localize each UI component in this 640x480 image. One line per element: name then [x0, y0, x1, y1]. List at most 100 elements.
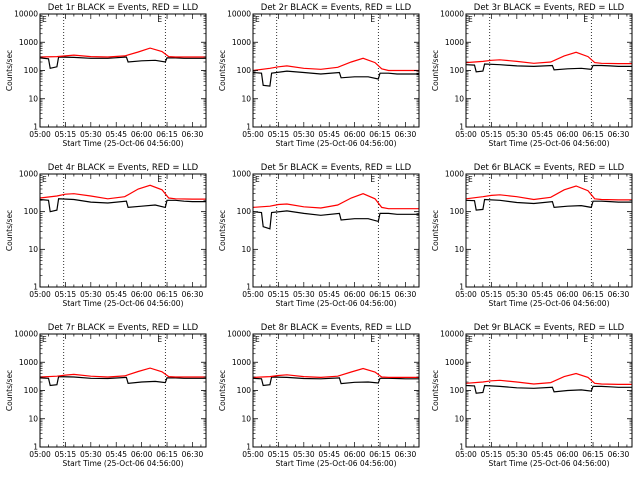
x-tick-label: 06:15 — [156, 130, 178, 139]
y-tick-label: 10 — [241, 245, 251, 254]
chart-title: Det 6r BLACK = Events, RED = LLD — [474, 163, 625, 173]
series-lld-line — [252, 57, 419, 72]
y-tick-label: 1 — [246, 443, 251, 452]
corner-label: E — [583, 335, 588, 344]
x-tick-label: 05:15 — [481, 290, 503, 299]
x-tick-label: 05:00 — [455, 130, 477, 139]
series-events-line — [465, 198, 632, 211]
x-tick-label: 06:15 — [369, 130, 391, 139]
x-tick-label: 06:15 — [369, 450, 391, 459]
series-events-line — [252, 210, 419, 230]
x-tick-label: 06:30 — [182, 450, 204, 459]
x-tick-label: 06:30 — [395, 450, 417, 459]
corner-label: E — [157, 175, 162, 184]
y-tick-label: 10000 — [440, 330, 464, 339]
x-tick-label: 05:30 — [506, 130, 528, 139]
x-tick-label: 05:30 — [293, 130, 315, 139]
y-axis-label: Counts/sec — [218, 50, 227, 91]
x-tick-label: 06:00 — [131, 130, 153, 139]
y-axis-label: Counts/sec — [431, 50, 440, 91]
x-axis-label: Start Time (25-Oct-06 04:56:00) — [488, 139, 609, 148]
x-tick-label: 05:15 — [268, 450, 290, 459]
series-lld-line — [465, 185, 632, 201]
x-tick-label: 06:15 — [369, 290, 391, 299]
x-tick-label: 05:00 — [29, 450, 51, 459]
corner-label: E — [255, 335, 260, 344]
y-tick-label: 100 — [450, 66, 465, 75]
series-events-line — [465, 63, 632, 73]
chart-title: Det 1r BLACK = Events, RED = LLD — [48, 3, 199, 13]
y-tick-label: 1 — [459, 123, 464, 132]
series-events-line — [39, 198, 206, 213]
x-tick-label: 05:45 — [105, 450, 127, 459]
x-tick-label: 06:30 — [608, 130, 630, 139]
y-tick-label: 1 — [246, 283, 251, 292]
series-events-line — [252, 70, 419, 87]
plot-frame — [39, 13, 207, 128]
y-tick-label: 100 — [237, 207, 252, 216]
y-tick-label: 100 — [24, 207, 39, 216]
corner-label: E — [468, 175, 473, 184]
series-lld-line — [252, 193, 419, 210]
y-axis-label: Counts/sec — [218, 370, 227, 411]
x-tick-label: 05:00 — [455, 290, 477, 299]
plot-frame — [39, 333, 207, 448]
x-tick-label: 05:15 — [268, 130, 290, 139]
y-tick-label: 10 — [28, 245, 38, 254]
corner-label: E — [370, 175, 375, 184]
y-tick-label: 10 — [28, 414, 38, 423]
x-tick-label: 05:45 — [318, 290, 340, 299]
x-tick-label: 05:15 — [481, 130, 503, 139]
corner-label: E — [370, 335, 375, 344]
x-tick-label: 05:15 — [55, 450, 77, 459]
x-tick-label: 05:45 — [318, 130, 340, 139]
y-axis-label: Counts/sec — [431, 210, 440, 251]
x-tick-label: 05:30 — [506, 290, 528, 299]
chart-title: Det 2r BLACK = Events, RED = LLD — [261, 3, 412, 13]
y-tick-label: 1 — [33, 283, 38, 292]
y-tick-label: 10 — [241, 414, 251, 423]
x-tick-label: 05:00 — [29, 130, 51, 139]
series-lld-line — [39, 47, 206, 58]
plot-frame — [39, 173, 207, 288]
y-tick-label: 1000 — [232, 358, 251, 367]
series-events-line — [465, 384, 632, 394]
x-tick-label: 05:30 — [80, 450, 102, 459]
corner-label: E — [468, 335, 473, 344]
corner-label: E — [255, 15, 260, 24]
x-tick-label: 05:45 — [318, 450, 340, 459]
plot-frame — [465, 13, 633, 128]
y-tick-label: 10000 — [227, 330, 251, 339]
series-lld-line — [39, 184, 206, 200]
y-tick-label: 100 — [450, 386, 465, 395]
series-lld-line — [465, 372, 632, 386]
y-tick-label: 10000 — [14, 330, 38, 339]
x-tick-label: 06:30 — [395, 130, 417, 139]
y-tick-label: 10 — [454, 94, 464, 103]
series-events-line — [252, 376, 419, 387]
x-tick-label: 06:00 — [344, 450, 366, 459]
chart-title: Det 7r BLACK = Events, RED = LLD — [48, 323, 199, 333]
y-axis-label: Counts/sec — [431, 370, 440, 411]
x-tick-label: 06:30 — [395, 290, 417, 299]
series-lld-line — [39, 367, 206, 378]
plot-frame — [465, 173, 633, 288]
x-axis-label: Start Time (25-Oct-06 04:56:00) — [275, 459, 396, 468]
y-tick-label: 10 — [454, 414, 464, 423]
x-tick-label: 05:15 — [268, 290, 290, 299]
x-tick-label: 05:45 — [531, 130, 553, 139]
y-axis-label: Counts/sec — [5, 50, 14, 91]
corner-label: E — [583, 15, 588, 24]
y-tick-label: 1 — [246, 123, 251, 132]
x-tick-label: 05:00 — [455, 450, 477, 459]
y-tick-label: 100 — [24, 386, 39, 395]
x-tick-label: 05:15 — [481, 450, 503, 459]
corner-label: E — [583, 175, 588, 184]
x-tick-label: 06:00 — [557, 130, 579, 139]
series-lld-line — [252, 367, 419, 379]
corner-label: E — [468, 15, 473, 24]
